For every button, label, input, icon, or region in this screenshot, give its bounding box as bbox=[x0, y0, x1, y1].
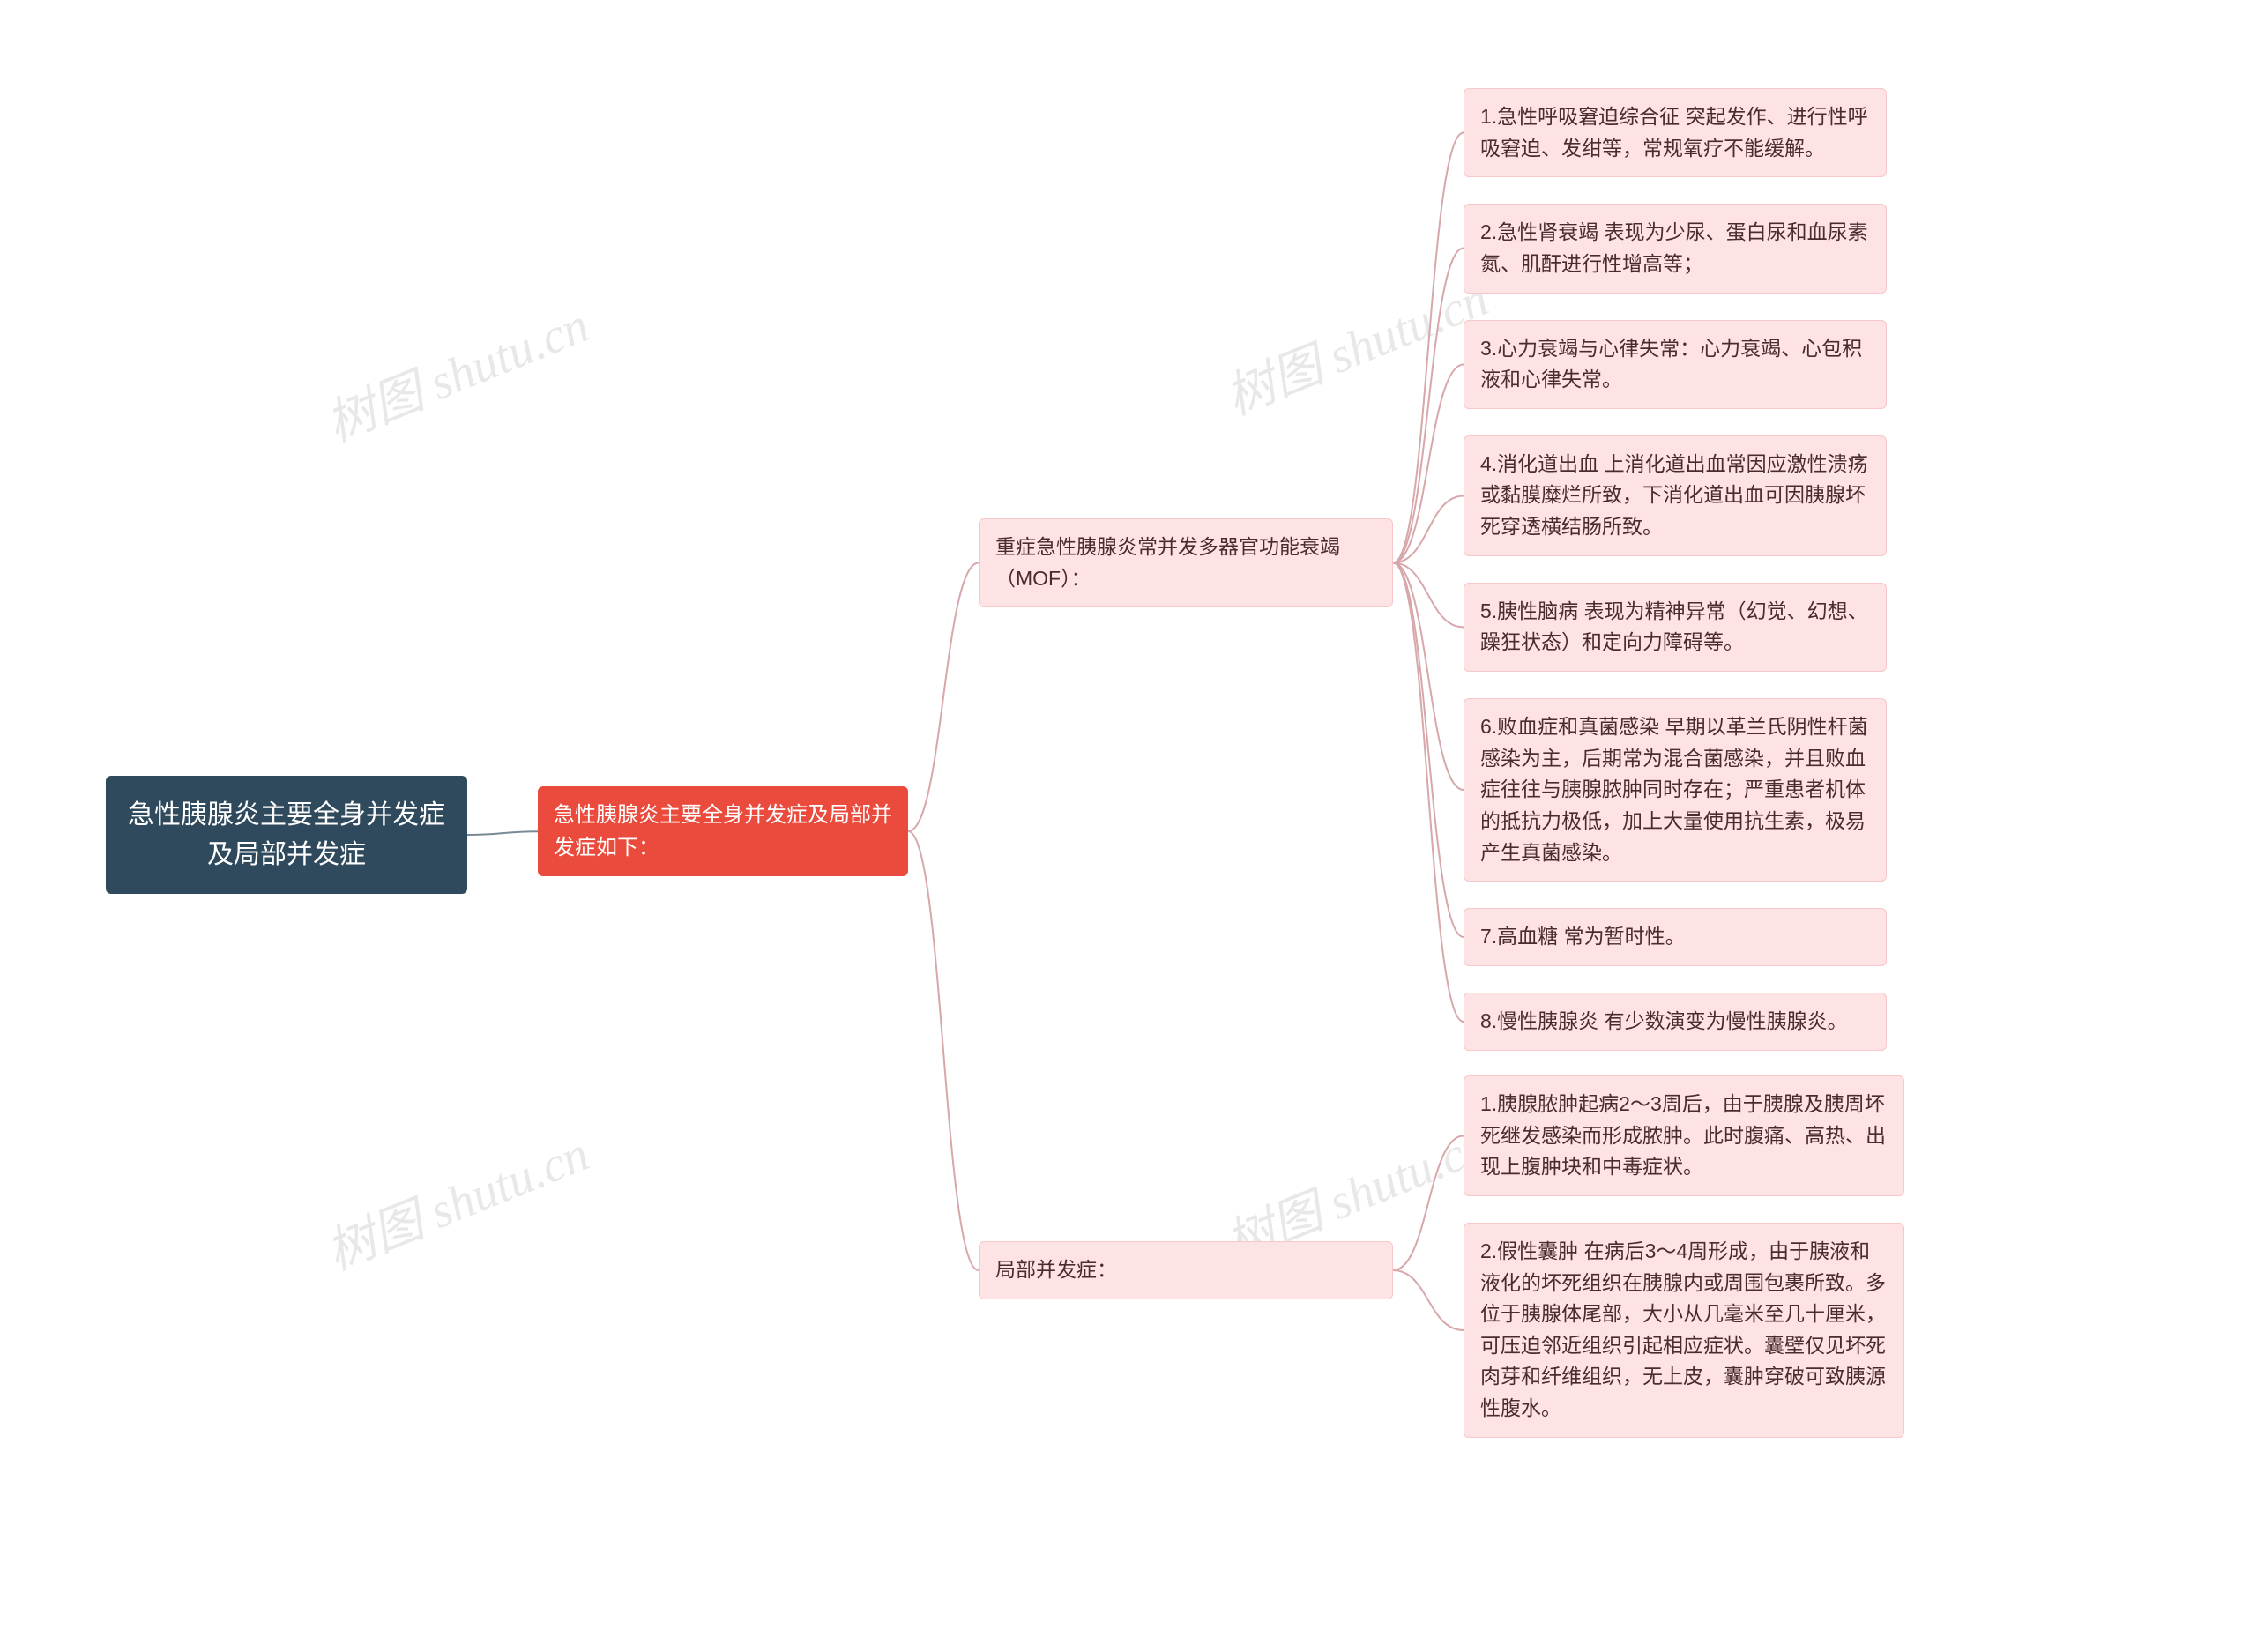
root-node-text: 急性胰腺炎主要全身并发症及局部并发症 bbox=[128, 800, 445, 869]
root-node: 急性胰腺炎主要全身并发症及局部并发症 bbox=[106, 776, 467, 894]
branchA-label: 重症急性胰腺炎常并发多器官功能衰竭（MOF）： bbox=[979, 518, 1393, 607]
branchB-leaf-2-text: 2.假性囊肿 在病后3～4周形成，由于胰液和液化的坏死组织在胰腺内或周围包裹所致… bbox=[1480, 1239, 1886, 1419]
branchB-leaf-2: 2.假性囊肿 在病后3～4周形成，由于胰液和液化的坏死组织在胰腺内或周围包裹所致… bbox=[1464, 1223, 1904, 1438]
branchB-leaf-1: 1.胰腺脓肿起病2～3周后，由于胰腺及胰周坏死继发感染而形成脓肿。此时腹痛、高热… bbox=[1464, 1075, 1904, 1196]
branchA-leaf-1-text: 1.急性呼吸窘迫综合征 突起发作、进行性呼吸窘迫、发绀等，常规氧疗不能缓解。 bbox=[1480, 105, 1868, 160]
branchA-leaf-3: 3.心力衰竭与心律失常：心力衰竭、心包积液和心律失常。 bbox=[1464, 320, 1887, 409]
mindmap-canvas: 树图 shutu.cn 树图 shutu.cn 树图 shutu.cn 树图 s… bbox=[0, 0, 2257, 1652]
branchA-leaf-2: 2.急性肾衰竭 表现为少尿、蛋白尿和血尿素氮、肌酐进行性增高等； bbox=[1464, 204, 1887, 293]
branchB-label: 局部并发症： bbox=[979, 1241, 1393, 1299]
watermark: 树图 shutu.cn bbox=[314, 286, 598, 456]
branchA-leaf-4: 4.消化道出血 上消化道出血常因应激性溃疡或黏膜糜烂所致，下消化道出血可因胰腺坏… bbox=[1464, 435, 1887, 556]
branchB-leaf-1-text: 1.胰腺脓肿起病2～3周后，由于胰腺及胰周坏死继发感染而形成脓肿。此时腹痛、高热… bbox=[1480, 1092, 1886, 1178]
branchA-leaf-5: 5.胰性脑病 表现为精神异常（幻觉、幻想、躁狂状态）和定向力障碍等。 bbox=[1464, 583, 1887, 672]
branchA-label-text: 重症急性胰腺炎常并发多器官功能衰竭（MOF）： bbox=[995, 535, 1340, 590]
branchA-leaf-4-text: 4.消化道出血 上消化道出血常因应激性溃疡或黏膜糜烂所致，下消化道出血可因胰腺坏… bbox=[1480, 452, 1868, 538]
branchA-leaf-8: 8.慢性胰腺炎 有少数演变为慢性胰腺炎。 bbox=[1464, 993, 1887, 1051]
watermark: 树图 shutu.cn bbox=[314, 1114, 598, 1284]
branchA-leaf-5-text: 5.胰性脑病 表现为精神异常（幻觉、幻想、躁狂状态）和定向力障碍等。 bbox=[1480, 599, 1868, 654]
branchA-leaf-6: 6.败血症和真菌感染 早期以革兰氏阴性杆菌感染为主，后期常为混合菌感染，并且败血… bbox=[1464, 698, 1887, 882]
branchA-leaf-8-text: 8.慢性胰腺炎 有少数演变为慢性胰腺炎。 bbox=[1480, 1009, 1848, 1032]
branchA-leaf-1: 1.急性呼吸窘迫综合征 突起发作、进行性呼吸窘迫、发绀等，常规氧疗不能缓解。 bbox=[1464, 88, 1887, 177]
watermark: 树图 shutu.cn bbox=[1213, 259, 1497, 429]
branchA-leaf-2-text: 2.急性肾衰竭 表现为少尿、蛋白尿和血尿素氮、肌酐进行性增高等； bbox=[1480, 220, 1868, 275]
level1-node-text: 急性胰腺炎主要全身并发症及局部并发症如下： bbox=[554, 803, 892, 859]
branchA-leaf-7: 7.高血糖 常为暂时性。 bbox=[1464, 908, 1887, 966]
branchA-leaf-7-text: 7.高血糖 常为暂时性。 bbox=[1480, 925, 1686, 948]
level1-node: 急性胰腺炎主要全身并发症及局部并发症如下： bbox=[538, 786, 908, 876]
branchB-label-text: 局部并发症： bbox=[995, 1258, 1117, 1281]
branchA-leaf-3-text: 3.心力衰竭与心律失常：心力衰竭、心包积液和心律失常。 bbox=[1480, 337, 1862, 391]
branchA-leaf-6-text: 6.败血症和真菌感染 早期以革兰氏阴性杆菌感染为主，后期常为混合菌感染，并且败血… bbox=[1480, 715, 1868, 864]
